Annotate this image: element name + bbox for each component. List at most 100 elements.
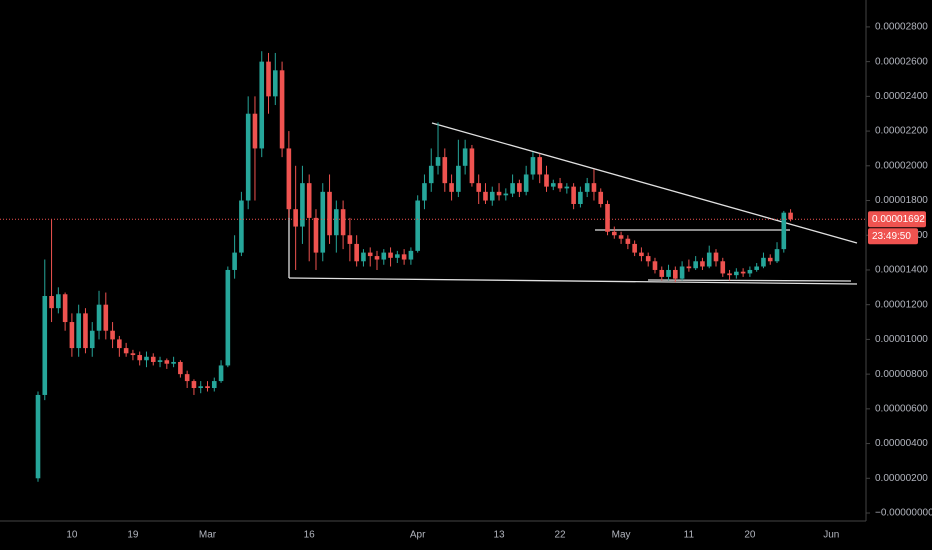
candle-body [632,243,637,253]
candle-body [144,356,149,361]
x-tick-label: 11 [684,530,695,541]
candle-body [788,212,793,220]
candle-body [449,183,454,192]
candle-body [679,266,685,279]
x-tick-label: 19 [127,530,139,541]
y-tick-label: 0.00002600 [875,56,928,67]
candle-body [232,252,237,270]
y-tick-label: 0.00001000 [875,334,928,345]
candle-body [564,186,570,189]
candle-body [483,191,488,201]
candle-body [273,70,278,97]
candle-body [720,261,726,274]
candle-body [96,304,102,331]
candle-body [123,348,129,354]
candle-body [693,261,698,269]
candle-body [205,386,210,389]
candle-body [734,271,739,276]
candle-body [408,250,414,260]
candle-body [340,209,346,236]
trend-line [647,279,852,282]
y-tick-label: 0.00000800 [875,369,928,380]
candle-body [686,266,692,269]
y-tick-label: 0.00001200 [875,299,928,310]
candle-body [117,339,122,349]
candle-body [218,365,224,382]
candle-body [523,174,529,192]
candle-body [178,361,183,375]
candle-body [469,148,475,184]
candle-body [747,269,753,274]
candle-body [130,353,136,356]
candle-body [354,243,359,262]
x-tick-label: Mar [199,530,217,541]
y-tick-label: 0.00000400 [875,438,928,449]
candle-body [103,304,109,331]
candle-body [544,174,549,187]
candle-body [774,249,780,262]
candle-body [415,200,420,251]
candle-body [462,148,468,166]
y-tick-label: 0.00002800 [875,22,928,33]
candle-body [612,231,617,236]
candle-body [537,157,543,175]
candle-body [496,191,502,196]
candle-body [266,61,271,97]
candle-body [286,148,292,210]
candle-body [435,157,441,166]
y-tick-label: 0.00000600 [875,403,928,414]
candle-body [706,252,712,267]
y-tick-label: −0.00000000 [875,508,932,519]
candle-body [605,203,610,232]
candle-body [367,252,373,257]
candle-body [781,212,787,250]
candle-body [700,261,705,267]
y-tick-label: 0.00001800 [875,195,928,206]
candle-body [334,209,339,236]
candle-body [164,360,170,364]
candle-body [727,273,732,276]
candle-body [150,356,156,362]
candle-body [489,191,495,201]
candle-body [754,266,759,270]
candle-body [503,193,509,196]
candle-body [713,252,719,262]
candle-body [225,269,231,366]
candle-body [347,235,353,244]
candle-body [320,191,326,253]
x-tick-label: 16 [304,530,316,541]
candle-body [171,361,176,364]
candle-body [245,113,251,201]
candle-body [591,183,597,192]
candle-body [89,330,95,349]
price-label: 0.00001692 [872,214,925,225]
candle-body [659,269,665,277]
candle-body [76,313,81,349]
candle-body [300,183,305,227]
candle-body [510,183,515,194]
candle-body [625,238,631,244]
price-label-box [868,211,926,228]
candle-body [157,360,163,362]
candle-body [42,296,48,395]
candle-body [198,386,204,389]
candle-body [381,252,387,260]
candle-body [639,252,644,257]
candle-body [69,322,75,349]
candle-body [110,330,115,340]
candle-body [62,294,68,323]
candle-body [456,165,461,192]
y-tick-label: 0.00002400 [875,91,928,102]
x-tick-label: May [612,530,631,541]
candle-body [35,394,41,479]
candle-body [517,183,522,192]
y-tick-label: 0.00000200 [875,473,928,484]
candle-body [279,70,285,149]
candle-body [137,355,142,361]
candle-body [645,256,651,262]
candle-body [401,254,407,260]
candle-body [618,235,624,239]
candle-body [374,256,380,260]
candle-body [327,191,332,236]
candle-body [395,254,400,258]
